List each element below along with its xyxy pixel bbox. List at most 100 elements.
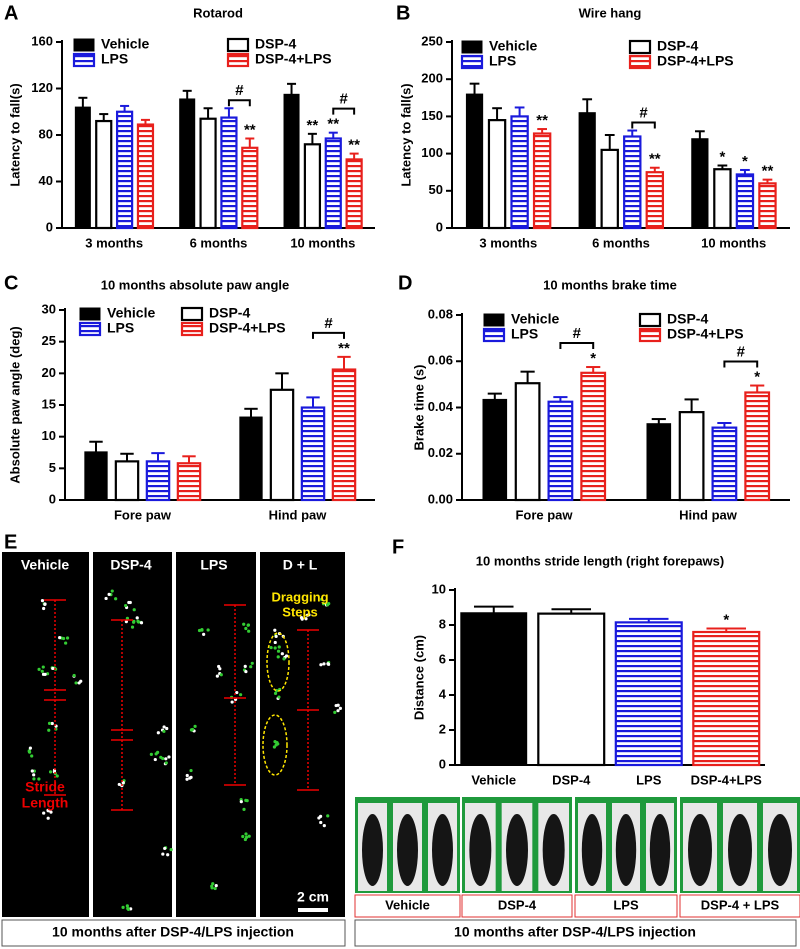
bar [623,135,642,230]
panel-letter: A [4,2,18,24]
legend-swatch [638,327,662,343]
mouse [432,814,453,886]
bar [176,462,202,502]
bar [220,116,238,230]
y-tick-label: 100 [421,145,443,160]
y-axis-label: Absolute paw angle (deg) [7,326,22,483]
x-tick-label: Hind paw [269,507,328,522]
y-tick-label: 30 [42,301,56,316]
footprint [40,669,44,673]
footprint [246,623,251,627]
bar [241,146,259,230]
footprint [206,628,210,632]
footprint [189,768,193,773]
significance: * [742,153,748,170]
dragging-label: Dragging [271,589,328,604]
legend-swatch [226,52,250,68]
panel-letter: C [4,272,18,294]
legend-swatch [628,39,652,55]
bar [269,388,295,502]
x-tick-label: 3 months [85,235,143,250]
label-box [461,894,573,918]
footprint [305,613,310,617]
bar [691,138,709,229]
footprint [164,761,168,765]
footprint [47,728,51,732]
footprint [336,703,340,707]
footprint [126,907,131,911]
footprint [319,663,323,667]
dragging-outline [266,632,290,692]
footprint [61,636,66,641]
footprint [217,664,221,669]
y-tick-label: 20 [42,365,56,380]
dragging-outline [262,714,288,776]
footprint [164,757,168,761]
bar [74,106,91,229]
significance: * [754,369,760,386]
dragging-label: Steps [282,604,317,619]
x-tick-label: 10 months [290,235,355,250]
bar [145,460,171,502]
mouse [615,814,637,886]
footprint [42,811,46,815]
legend-label: Vehicle [107,305,155,321]
y-tick-label: 0 [439,756,446,771]
stride-label: Stride [25,779,65,795]
mouse [542,814,565,886]
photos: Vehicle DSP-4 LPS DSP-4 + LPS [354,797,800,918]
bar [580,371,607,502]
footprint [130,625,135,629]
y-tick-label: 25 [42,333,56,348]
footprint [276,649,281,653]
footprint [163,846,167,851]
footprint [110,589,114,593]
footprint [46,809,50,813]
bracket [631,121,656,129]
footprint [45,672,50,676]
bar [487,119,507,230]
bar [600,148,619,230]
x-tick-label: 6 months [592,235,650,250]
stride-lines [44,599,319,811]
footprint [162,725,166,729]
footprint [238,693,243,697]
footprint [51,666,55,671]
significance: * [723,611,729,628]
y-tick-label: 50 [429,182,443,197]
footprint [326,662,330,666]
x-tick-label: 3 months [479,235,537,250]
footprint [338,706,342,710]
footprint [30,754,34,758]
panel-letter: F [392,536,404,558]
footprint [40,599,45,603]
y-tick-label: 0 [436,219,443,234]
footprint [125,904,129,908]
footprint [250,661,254,665]
bracket [227,99,251,107]
footprint [197,628,202,633]
y-tick-label: 0.06 [428,353,453,368]
mouse [581,814,603,886]
group-label: DSP-4 [110,557,151,573]
y-tick-label: 250 [421,33,443,48]
label-box [574,894,678,918]
bracket-label: # [235,82,244,99]
footprint [241,834,245,839]
legend-swatch [482,327,506,343]
footprint [274,634,278,638]
legend-label: DSP-4+LPS [657,53,734,69]
scale-bar [298,908,328,912]
bar [331,368,357,502]
significance: ** [649,151,661,168]
footprint [27,750,32,754]
caption: 10 months after DSP-4/LPS injection [454,924,696,940]
footprint [249,665,253,669]
bracket-label: # [737,344,746,361]
bracket-label: # [340,91,349,108]
y-axis-label: Distance (cm) [411,635,426,720]
footprint [276,655,280,659]
divider [256,552,260,917]
